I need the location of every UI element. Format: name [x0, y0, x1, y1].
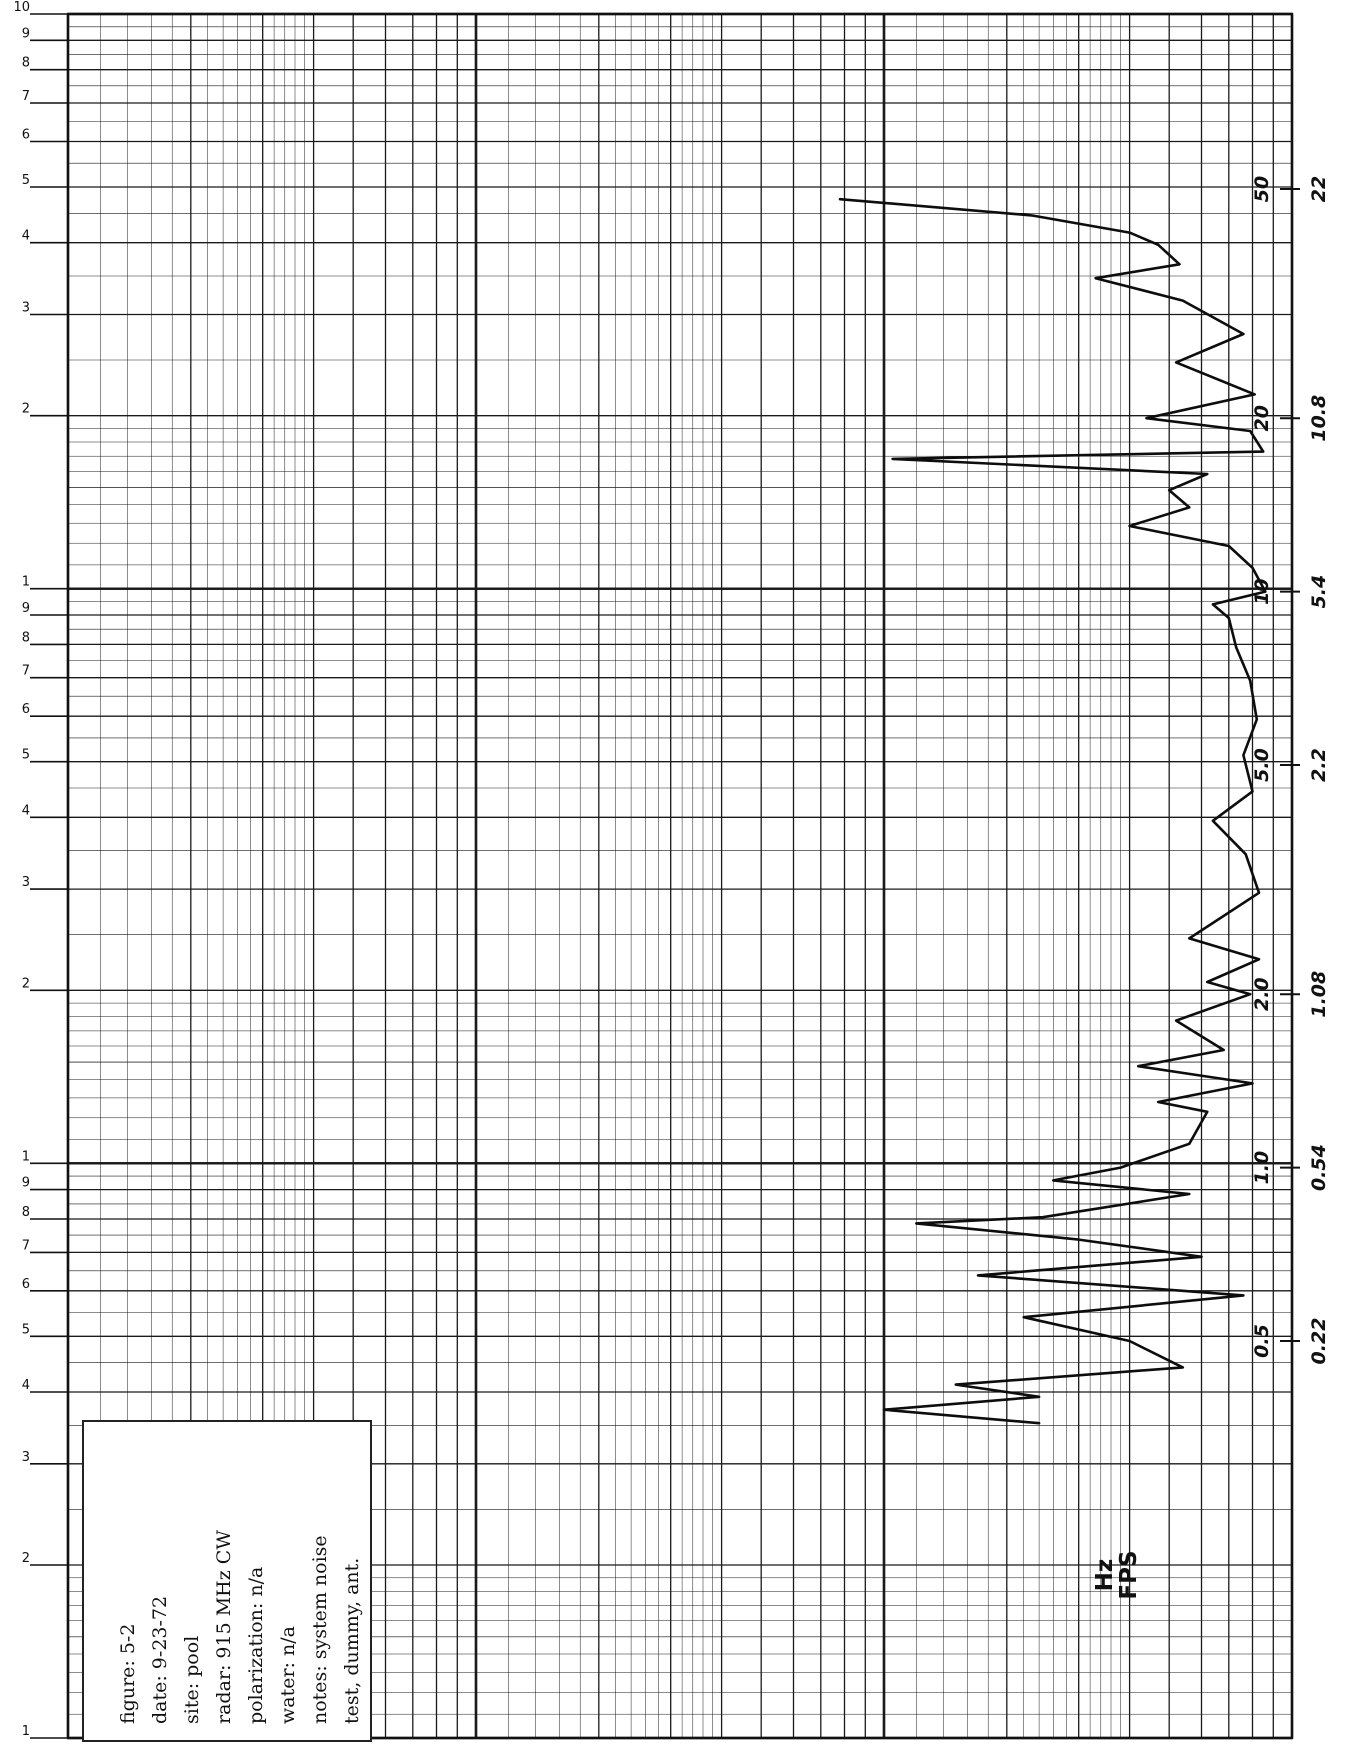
right-label-fps: 5.4 [1308, 575, 1330, 609]
left-tick-label: 5 [22, 1322, 30, 1337]
note-line-notes-cont: test, dummy, ant. [341, 1557, 363, 1724]
note-line-site: site: pool [181, 1635, 203, 1724]
left-tick-label: 3 [22, 301, 30, 316]
right-label-fps: 10.8 [1308, 395, 1330, 442]
left-tick-label: 9 [22, 1176, 30, 1191]
unit-label-hz: Hz [1092, 1559, 1118, 1592]
left-axis-ticks: 10 9 8 7 6 5 4 3 2 1 9 8 7 6 5 4 3 2 1 9 8 7 6 5 4 3 2 1 [13, 0, 68, 1739]
right-label-fps: 22 [1308, 176, 1330, 202]
note-line-date: date: 9-23-72 [149, 1595, 171, 1724]
note-line-polarization: polarization: n/a [245, 1566, 267, 1724]
left-tick-label: 10 [13, 0, 30, 15]
left-tick-label: 8 [22, 1205, 30, 1220]
right-label-hz: 2.0 [1251, 977, 1273, 1011]
right-label-fps: 2.2 [1308, 748, 1330, 782]
note-line-water: water: n/a [277, 1626, 299, 1724]
left-tick-label: 4 [22, 803, 30, 818]
grid [66, 12, 1294, 1740]
notes-text: figure: 5-2 date: 9-23-72 site: pool rad… [112, 1424, 368, 1724]
note-line-radar: radar: 915 MHz CW [213, 1530, 235, 1724]
left-tick-label: 7 [22, 664, 30, 679]
note-line-notes: notes: system noise [309, 1535, 331, 1724]
right-label-fps: 0.22 [1308, 1318, 1330, 1365]
left-tick-label: 2 [22, 1551, 30, 1566]
left-tick-label: 3 [22, 875, 30, 890]
left-tick-label: 3 [22, 1450, 30, 1465]
left-tick-label: 1 [22, 1149, 30, 1164]
left-tick-label: 6 [22, 128, 30, 143]
left-tick-label: 5 [22, 173, 30, 188]
right-label-hz: 0.5 [1251, 1324, 1273, 1358]
left-tick-label: 1 [22, 575, 30, 590]
left-tick-label: 6 [22, 702, 30, 717]
right-axis-units: Hz FPS [1092, 1550, 1142, 1599]
notes-box: figure: 5-2 date: 9-23-72 site: pool rad… [82, 1420, 372, 1742]
right-label-hz: 1.0 [1251, 1151, 1273, 1185]
left-tick-label: 8 [22, 630, 30, 645]
left-tick-label: 9 [22, 601, 30, 616]
unit-label-fps: FPS [1116, 1550, 1142, 1599]
right-label-fps: 0.54 [1308, 1144, 1330, 1191]
right-label-hz: 5.0 [1251, 748, 1273, 782]
right-label-hz: 50 [1251, 176, 1273, 202]
plot-border [66, 12, 1294, 1740]
left-tick-label: 4 [22, 229, 30, 244]
right-label-hz: 20 [1251, 405, 1273, 431]
left-tick-label: 9 [22, 26, 30, 41]
left-tick-label: 8 [22, 56, 30, 71]
left-tick-label: 6 [22, 1277, 30, 1292]
data-trace [838, 197, 1267, 1425]
left-tick-label: 7 [22, 1238, 30, 1253]
left-tick-label: 2 [22, 402, 30, 417]
note-line-figure: figure: 5-2 [117, 1623, 139, 1724]
left-tick-label: 2 [22, 976, 30, 991]
right-label-fps: 1.08 [1308, 971, 1330, 1018]
left-tick-label: 1 [22, 1724, 30, 1739]
left-tick-label: 7 [22, 89, 30, 104]
left-tick-label: 4 [22, 1378, 30, 1393]
left-tick-label: 5 [22, 748, 30, 763]
